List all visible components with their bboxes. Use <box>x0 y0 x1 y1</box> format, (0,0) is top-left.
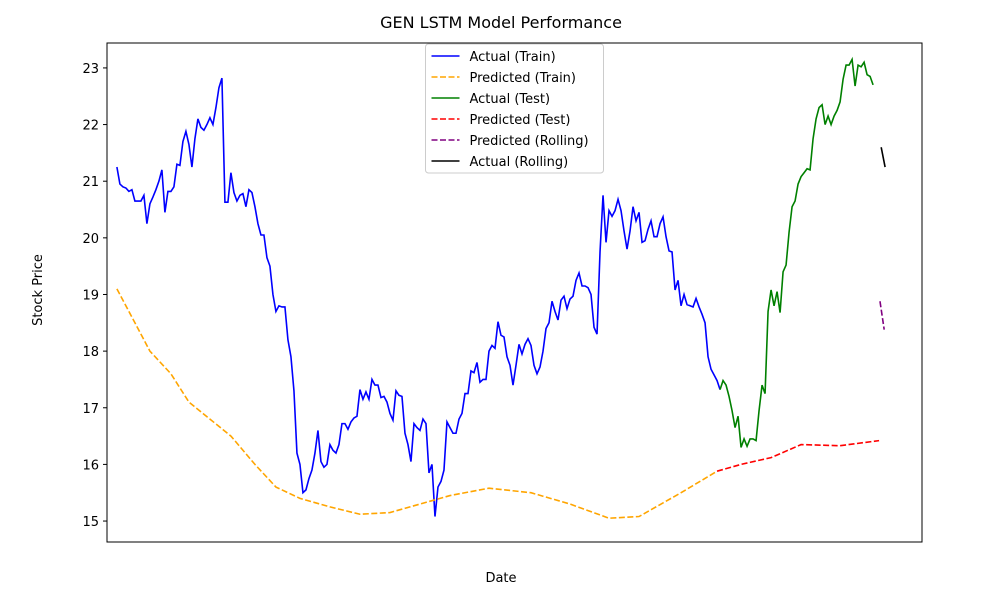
legend-label: Actual (Train) <box>470 50 556 65</box>
x-axis-label: Date <box>485 571 516 586</box>
chart-title: GEN LSTM Model Performance <box>380 13 622 32</box>
legend-label: Predicted (Test) <box>470 113 571 128</box>
y-tick-label: 17 <box>82 402 99 417</box>
plot-frame <box>106 42 923 543</box>
legend-box <box>425 43 604 174</box>
y-tick-label: 16 <box>82 458 99 473</box>
series-line <box>719 56 874 449</box>
legend-label: Predicted (Train) <box>470 71 577 86</box>
y-tick-label: 15 <box>82 515 99 530</box>
series-line <box>116 77 721 517</box>
series-line <box>879 301 885 330</box>
series-line <box>116 288 718 520</box>
y-tick-label: 21 <box>82 175 99 190</box>
y-tick-label: 22 <box>82 119 99 134</box>
series-line <box>880 147 886 168</box>
legend-label: Actual (Test) <box>470 92 551 107</box>
y-axis-label: Stock Price <box>31 254 46 326</box>
y-tick-label: 20 <box>82 232 99 247</box>
y-tick-label: 18 <box>82 345 99 360</box>
legend-label: Actual (Rolling) <box>470 155 569 170</box>
series-line <box>716 439 880 472</box>
y-tick-label: 23 <box>82 62 99 77</box>
legend-label: Predicted (Rolling) <box>470 134 589 149</box>
y-tick-label: 19 <box>82 288 99 303</box>
